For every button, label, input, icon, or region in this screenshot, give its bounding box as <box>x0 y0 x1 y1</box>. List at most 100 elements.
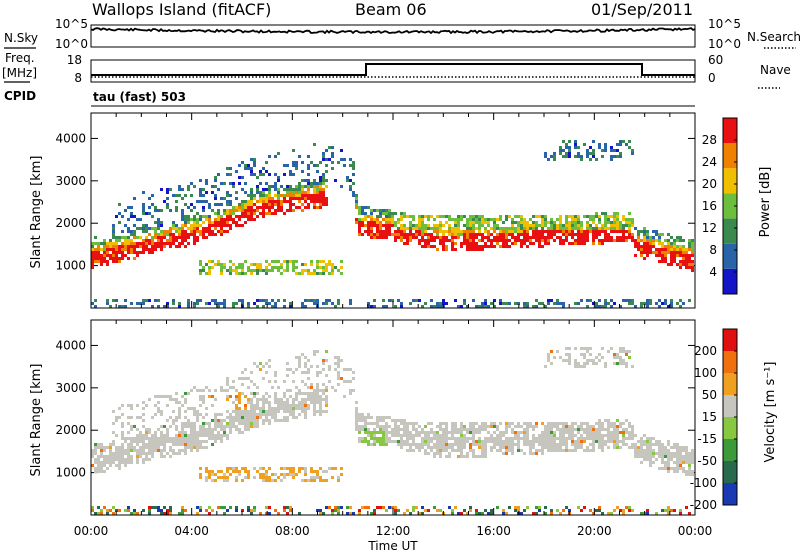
power-data-cell <box>202 227 205 230</box>
velocity-data-cell <box>205 479 208 482</box>
velocity-data-cell <box>214 419 217 422</box>
power-data-cell <box>154 206 157 209</box>
power-data-cell <box>436 236 439 239</box>
velocity-data-cell <box>511 446 514 449</box>
velocity-data-cell <box>421 428 424 431</box>
power-data-cell <box>604 146 607 149</box>
power-data-cell <box>304 191 307 194</box>
power-data-cell <box>259 266 262 269</box>
velocity-data-cell <box>196 416 199 419</box>
power-data-cell <box>370 212 373 215</box>
velocity-data-cell <box>670 509 673 512</box>
velocity-data-cell <box>166 440 169 443</box>
velocity-panel <box>90 319 696 516</box>
velocity-data-cell <box>124 458 127 461</box>
velocity-data-cell <box>505 422 508 425</box>
velocity-data-cell <box>94 446 97 449</box>
velocity-data-cell <box>184 422 187 425</box>
velocity-data-cell <box>250 380 253 383</box>
power-data-cell <box>322 200 325 203</box>
velocity-data-cell <box>322 410 325 413</box>
power-data-cell <box>121 257 124 260</box>
velocity-data-cell <box>253 362 256 365</box>
velocity-data-cell <box>433 506 436 509</box>
velocity-data-cell <box>556 443 559 446</box>
power-data-cell <box>118 221 121 224</box>
velocity-data-cell <box>646 440 649 443</box>
velocity-data-cell <box>253 419 256 422</box>
power-data-cell <box>421 218 424 221</box>
power-data-cell <box>277 209 280 212</box>
power-data-cell <box>646 254 649 257</box>
velocity-data-cell <box>361 425 364 428</box>
power-data-cell <box>247 194 250 197</box>
velocity-data-cell <box>490 425 493 428</box>
power-data-cell <box>379 221 382 224</box>
velocity-data-cell <box>508 440 511 443</box>
velocity-data-cell <box>181 422 184 425</box>
power-data-cell <box>559 224 562 227</box>
velocity-colorbar-tick-label: 100 <box>694 366 717 380</box>
power-data-cell <box>292 149 295 152</box>
velocity-data-cell <box>142 443 145 446</box>
power-data-cell <box>484 305 487 308</box>
velocity-data-cell <box>223 506 226 509</box>
velocity-data-cell <box>523 434 526 437</box>
velocity-data-cell <box>544 425 547 428</box>
power-data-cell <box>352 167 355 170</box>
power-data-cell <box>298 182 301 185</box>
velocity-data-cell <box>619 422 622 425</box>
velocity-data-cell <box>544 365 547 368</box>
velocity-data-cell <box>289 404 292 407</box>
velocity-data-cell <box>316 473 319 476</box>
power-data-cell <box>679 239 682 242</box>
power-data-cell <box>364 212 367 215</box>
power-data-cell <box>430 233 433 236</box>
velocity-colorbar-swatch <box>723 329 737 351</box>
velocity-data-cell <box>427 446 430 449</box>
velocity-data-cell <box>211 479 214 482</box>
power-data-cell <box>316 194 319 197</box>
power-data-cell <box>679 299 682 302</box>
power-data-cell <box>106 248 109 251</box>
power-data-cell <box>502 242 505 245</box>
velocity-data-cell <box>607 419 610 422</box>
power-data-cell <box>166 188 169 191</box>
power-data-cell <box>142 212 145 215</box>
power-data-cell <box>298 185 301 188</box>
velocity-data-cell <box>148 509 151 512</box>
power-data-cell <box>175 230 178 233</box>
power-data-cell <box>283 299 286 302</box>
power-data-cell <box>610 215 613 218</box>
power-data-cell <box>541 233 544 236</box>
velocity-data-cell <box>169 437 172 440</box>
power-data-cell <box>562 155 565 158</box>
power-data-cell <box>658 248 661 251</box>
power-data-cell <box>658 233 661 236</box>
power-data-cell <box>454 248 457 251</box>
power-data-cell <box>214 185 217 188</box>
velocity-data-cell <box>220 428 223 431</box>
velocity-data-cell <box>103 449 106 452</box>
velocity-data-cell <box>148 458 151 461</box>
power-data-cell <box>523 227 526 230</box>
velocity-data-cell <box>229 395 232 398</box>
power-data-cell <box>214 299 217 302</box>
velocity-data-cell <box>181 512 184 515</box>
velocity-data-cell <box>241 422 244 425</box>
power-data-cell <box>370 209 373 212</box>
power-data-cell <box>598 146 601 149</box>
power-data-cell <box>421 236 424 239</box>
power-data-cell <box>208 227 211 230</box>
power-data-cell <box>394 224 397 227</box>
power-colorbar-tick-label: 8 <box>709 243 717 257</box>
power-data-cell <box>373 209 376 212</box>
velocity-data-cell <box>139 455 142 458</box>
power-data-cell <box>466 230 469 233</box>
velocity-data-cell <box>424 509 427 512</box>
velocity-data-cell <box>313 395 316 398</box>
power-data-cell <box>184 194 187 197</box>
velocity-data-cell <box>418 431 421 434</box>
velocity-data-cell <box>259 512 262 515</box>
